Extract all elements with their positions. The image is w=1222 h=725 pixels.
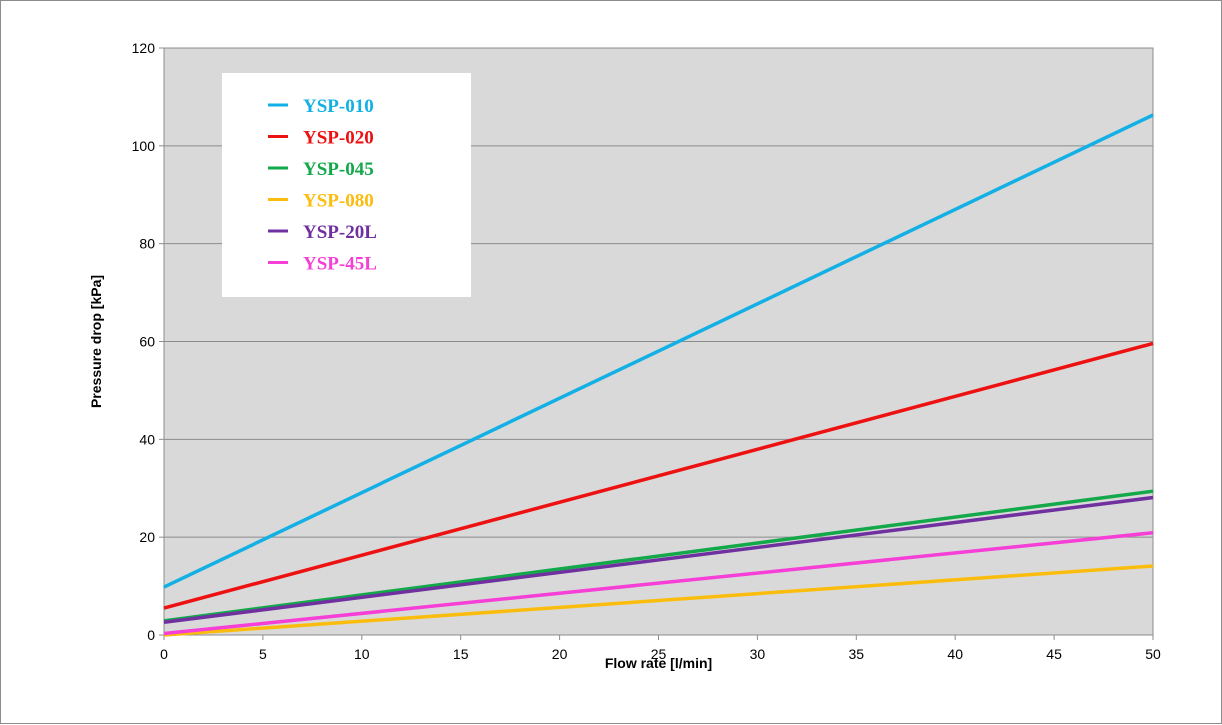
- x-tick-label: 35: [849, 646, 865, 662]
- legend: YSP-010 YSP-020 YSP-045 YSP-080 YSP-20L YSP-4…: [222, 73, 471, 297]
- series-line-ysp-080: [163, 564, 1154, 637]
- y-tick-label: 100: [132, 138, 156, 154]
- y-tick-label: 0: [147, 627, 155, 643]
- x-tick-label: 30: [750, 646, 766, 662]
- series-line-ysp-010: [163, 113, 1154, 589]
- x-tick-label: 5: [259, 646, 267, 662]
- y-tick-label: 80: [139, 236, 155, 252]
- x-tick-label: 15: [453, 646, 469, 662]
- series-line-ysp-45l: [163, 531, 1154, 636]
- y-axis-ticks: 0 20 40 60 80 100 120: [132, 40, 164, 643]
- x-axis-title: Flow rate [l/min]: [605, 655, 712, 671]
- x-tick-label: 10: [354, 646, 370, 662]
- legend-label: YSP-080: [303, 191, 374, 212]
- x-tick-label: 20: [552, 646, 568, 662]
- y-tick-label: 120: [132, 40, 156, 56]
- x-tick-label: 25: [651, 646, 667, 662]
- x-axis-ticks: 0 5 10 15 20 25 30 35 40 45 50: [160, 635, 1161, 662]
- legend-label: YSP-020: [303, 128, 374, 149]
- y-tick-label: 20: [139, 529, 155, 545]
- x-tick-label: 45: [1046, 646, 1062, 662]
- legend-label: YSP-010: [303, 96, 374, 117]
- series-line-ysp-020: [163, 341, 1154, 610]
- y-tick-label: 60: [139, 334, 155, 350]
- series-lines: [163, 113, 1154, 637]
- series-line-ysp-045: [163, 489, 1154, 623]
- x-tick-label: 0: [160, 646, 168, 662]
- series-line-ysp-20l: [163, 495, 1154, 625]
- legend-box: [222, 73, 471, 297]
- legend-label: YSP-045: [303, 159, 374, 180]
- x-tick-label: 40: [947, 646, 963, 662]
- legend-label: YSP-45L: [303, 254, 377, 275]
- x-tick-label: 50: [1145, 646, 1161, 662]
- y-axis-title: Pressure drop [kPa]: [88, 275, 104, 408]
- y-tick-label: 40: [139, 431, 155, 447]
- legend-label: YSP-20L: [303, 222, 377, 243]
